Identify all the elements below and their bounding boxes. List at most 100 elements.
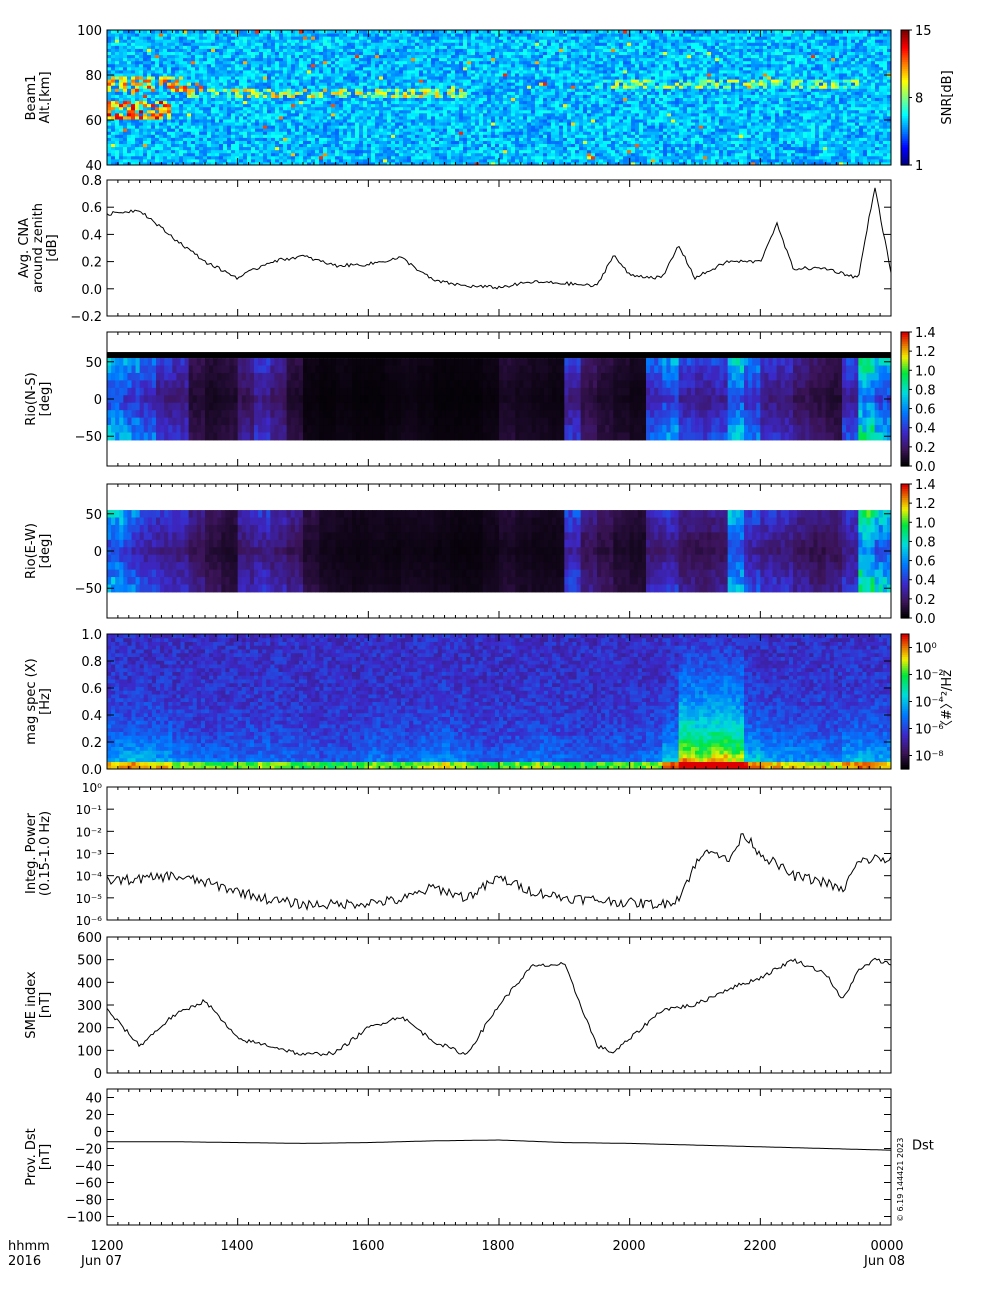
- heatmap-cell: [431, 106, 436, 111]
- heatmap-cell: [287, 131, 292, 135]
- heatmap-cell: [443, 122, 448, 126]
- heatmap-cell: [279, 140, 284, 145]
- heatmap-cell: [499, 30, 504, 34]
- heatmap-cell: [139, 72, 144, 77]
- heatmap-cell: [499, 137, 504, 141]
- heatmap-cell: [143, 152, 148, 157]
- heatmap-cell: [259, 79, 264, 83]
- heatmap-cell: [351, 54, 356, 59]
- heatmap-cell: [535, 134, 540, 138]
- heatmap-cell: [511, 33, 516, 37]
- heatmap-cell: [203, 54, 208, 59]
- heatmap-cell: [395, 51, 400, 56]
- heatmap-cell: [443, 103, 448, 108]
- heatmap-cell: [139, 106, 144, 111]
- heatmap-cell: [191, 57, 196, 62]
- heatmap-cell: [503, 103, 508, 108]
- heatmap-cell: [295, 88, 300, 92]
- heatmap-cell: [359, 158, 364, 163]
- heatmap-cell: [487, 137, 492, 141]
- heatmap-cell: [423, 103, 428, 108]
- heatmap-cell: [447, 69, 452, 74]
- heatmap-cell: [419, 63, 424, 68]
- heatmap-cell: [163, 42, 168, 46]
- heatmap-cell: [303, 82, 308, 86]
- heatmap-cell: [483, 94, 488, 98]
- heatmap-cell: [403, 82, 408, 86]
- heatmap-cell: [507, 97, 512, 102]
- heatmap-cell: [251, 152, 256, 157]
- heatmap-cell: [431, 33, 436, 37]
- heatmap-cell: [239, 82, 244, 86]
- heatmap-cell: [471, 158, 476, 163]
- heatmap-cell: [139, 51, 144, 56]
- heatmap-cell: [231, 115, 236, 120]
- heatmap-cell: [371, 76, 376, 80]
- heatmap-cell: [391, 122, 396, 126]
- heatmap-cell: [335, 158, 340, 163]
- heatmap-cell: [231, 128, 236, 132]
- heatmap-cell: [219, 94, 224, 98]
- heatmap-cell: [499, 57, 504, 62]
- heatmap-cell: [387, 42, 392, 46]
- heatmap-cell: [179, 30, 184, 34]
- heatmap-cell: [307, 79, 312, 83]
- heatmap-cell: [127, 60, 132, 65]
- heatmap-cell: [259, 66, 264, 71]
- heatmap-cell: [279, 125, 284, 129]
- heatmap-cell: [319, 66, 324, 71]
- heatmap-cell: [295, 103, 300, 108]
- heatmap-cell: [259, 48, 264, 52]
- heatmap-cell: [311, 100, 316, 105]
- heatmap-cell: [347, 158, 352, 163]
- heatmap-cell: [139, 112, 144, 117]
- heatmap-cell: [351, 106, 356, 111]
- heatmap-cell: [139, 79, 144, 83]
- heatmap-cell: [399, 51, 404, 56]
- heatmap-cell: [515, 57, 520, 62]
- heatmap-cell: [403, 36, 408, 40]
- heatmap-cell: [191, 45, 196, 49]
- heatmap-cell: [155, 128, 160, 132]
- heatmap-cell: [387, 122, 392, 126]
- heatmap-cell: [159, 76, 164, 80]
- heatmap-cell: [119, 91, 124, 95]
- heatmap-cell: [163, 63, 168, 68]
- heatmap-cell: [175, 137, 180, 141]
- heatmap-cell: [127, 100, 132, 105]
- heatmap-cell: [351, 146, 356, 151]
- heatmap-cell: [247, 82, 252, 86]
- heatmap-cell: [439, 112, 444, 117]
- heatmap-cell: [555, 69, 560, 74]
- heatmap-cell: [235, 137, 240, 141]
- heatmap-cell: [463, 140, 468, 145]
- heatmap-cell: [435, 131, 440, 135]
- heatmap-cell: [475, 69, 480, 74]
- heatmap-cell: [483, 115, 488, 120]
- heatmap-cell: [479, 48, 484, 52]
- heatmap-cell: [295, 48, 300, 52]
- heatmap-cell: [263, 161, 268, 166]
- heatmap-cell: [315, 149, 320, 154]
- heatmap-cell: [395, 76, 400, 80]
- heatmap-cell: [463, 48, 468, 52]
- heatmap-cell: [239, 66, 244, 71]
- heatmap-cell: [263, 72, 268, 77]
- heatmap-cell: [283, 69, 288, 74]
- heatmap-cell: [451, 39, 456, 43]
- heatmap-cell: [511, 42, 516, 46]
- heatmap-cell: [219, 57, 224, 62]
- heatmap-cell: [415, 115, 420, 120]
- heatmap-cell: [271, 100, 276, 105]
- heatmap-cell: [263, 97, 268, 102]
- heatmap-cell: [511, 79, 516, 83]
- heatmap-cell: [307, 42, 312, 46]
- heatmap-cell: [155, 161, 160, 166]
- heatmap-cell: [267, 69, 272, 74]
- heatmap-cell: [251, 161, 256, 166]
- heatmap-cell: [527, 88, 532, 92]
- heatmap-cell: [347, 118, 352, 123]
- heatmap-cell: [123, 128, 128, 132]
- heatmap-cell: [483, 48, 488, 52]
- heatmap-cell: [315, 60, 320, 65]
